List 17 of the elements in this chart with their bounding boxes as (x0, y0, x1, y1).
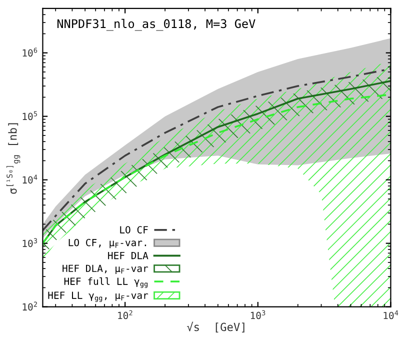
y-tick-label: 10$^{6}$ (22, 48, 38, 57)
x-tick-label: 10$^{3}$ (250, 310, 266, 320)
x-axis-title: √s [GeV] (186, 322, 244, 332)
legend-label: HEF DLA (108, 252, 148, 260)
legend-label: LO CF (120, 226, 148, 234)
y-tick-label: 10$^{2}$ (22, 302, 37, 311)
y-tick-label: 10$^{5}$ (22, 111, 37, 120)
y-tick-label: 10$^{3}$ (22, 238, 38, 248)
text: σ$^{[¹S₀]}$$_{gg}$ [nb] (6, 123, 20, 194)
text: NNPDF31_nlo_as_0118, M=3 GeV (57, 18, 256, 31)
x-tick-label: 10$^{2}$ (118, 310, 132, 320)
legend-label: HEF LL γ$_{gg}$, μ$_{F}$-var (48, 292, 148, 302)
x-tick-label: 10$^{4}$ (384, 310, 398, 320)
y-tick-label: 10$^{4}$ (22, 174, 38, 184)
legend-label: HEF DLA, μ$_{F}$-var (62, 264, 148, 274)
legend-label: LO CF, μ$_{F}$-var. (68, 238, 146, 248)
legend-label: HEF full LL γ$_{gg}$ (64, 277, 148, 288)
